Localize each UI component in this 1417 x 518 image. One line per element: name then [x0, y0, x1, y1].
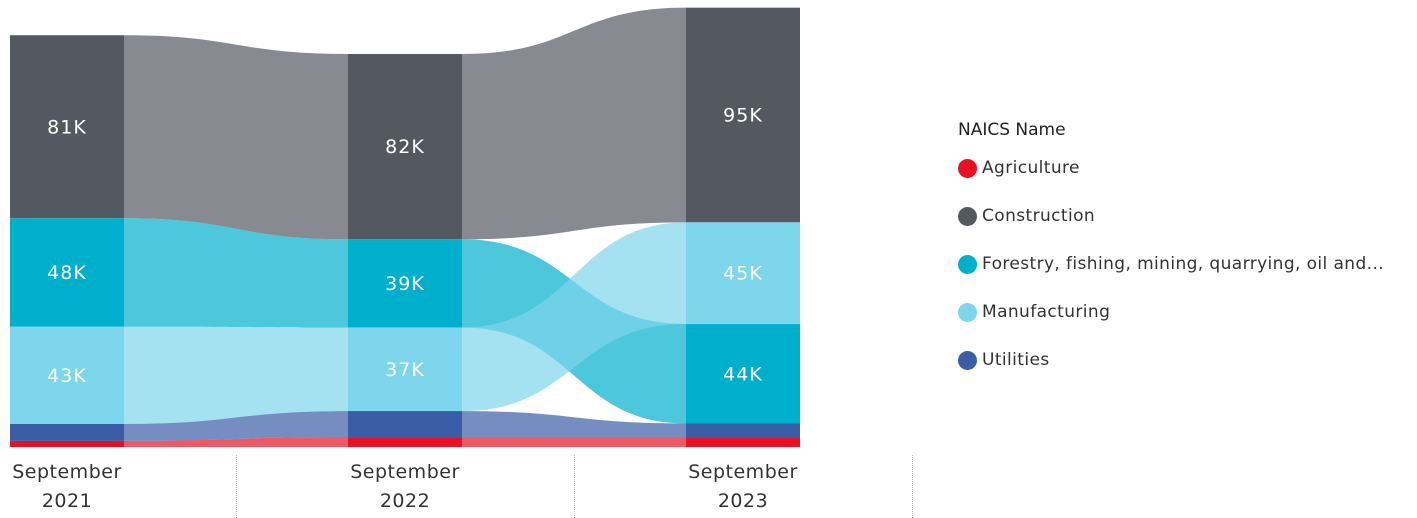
column-segment	[686, 324, 800, 424]
legend-marker	[958, 350, 977, 370]
legend-label: Construction	[982, 206, 1096, 226]
column-segment	[348, 411, 462, 438]
x-tick-label: September 2023	[688, 461, 798, 512]
ribbon	[462, 411, 686, 438]
ribbons	[124, 7, 686, 447]
data-label: 81K	[47, 116, 87, 138]
column-segment	[10, 440, 124, 447]
legend-marker	[958, 254, 977, 274]
data-label: 39K	[385, 273, 425, 295]
separator	[236, 455, 237, 518]
legend-label: Agriculture	[982, 158, 1080, 178]
column-segment	[10, 35, 124, 219]
ribbon	[124, 437, 348, 447]
ribbon	[124, 218, 348, 328]
column-segment	[10, 218, 124, 327]
legend-label: Manufacturing	[982, 302, 1111, 322]
data-label: 37K	[385, 359, 425, 381]
data-label: 48K	[47, 262, 87, 284]
legend-item: Manufacturing	[958, 302, 1110, 322]
legend-marker	[958, 206, 977, 226]
legend-item: Utilities	[958, 350, 1050, 370]
column-segment	[348, 53, 462, 240]
x-tick-label: September 2021	[12, 461, 122, 512]
legend-item: Forestry, fishing, mining, quarrying, oi…	[958, 254, 1384, 274]
column-segment	[10, 423, 124, 441]
column-segment	[10, 326, 124, 424]
column-segment	[686, 437, 800, 447]
column-segment	[348, 327, 462, 412]
legend-title: NAICS Name	[958, 120, 1066, 140]
data-label: 44K	[723, 363, 763, 385]
data-label: 43K	[47, 365, 87, 387]
ribbon	[462, 222, 686, 412]
separator	[574, 455, 575, 518]
data-label: 45K	[723, 263, 763, 285]
data-label: 95K	[723, 105, 763, 127]
ribbon	[124, 411, 348, 441]
legend-item: Construction	[958, 206, 1095, 226]
legend-marker	[958, 158, 977, 178]
column-segment	[686, 7, 800, 223]
x-tick-label: September 2022	[350, 461, 460, 512]
legend-label: Forestry, fishing, mining, quarrying, oi…	[982, 254, 1385, 274]
legend-item: Agriculture	[958, 158, 1080, 178]
ribbon	[462, 437, 686, 447]
column-segment	[686, 222, 800, 325]
legend-marker	[958, 302, 977, 322]
column-segment	[348, 437, 462, 447]
separator	[912, 455, 913, 518]
column-segment	[686, 423, 800, 438]
legend-label: Utilities	[982, 350, 1050, 370]
data-label: 82K	[385, 136, 425, 158]
ribbon	[124, 326, 348, 424]
ribbon	[124, 35, 348, 240]
ribbon	[462, 7, 686, 240]
column-segment	[348, 239, 462, 328]
